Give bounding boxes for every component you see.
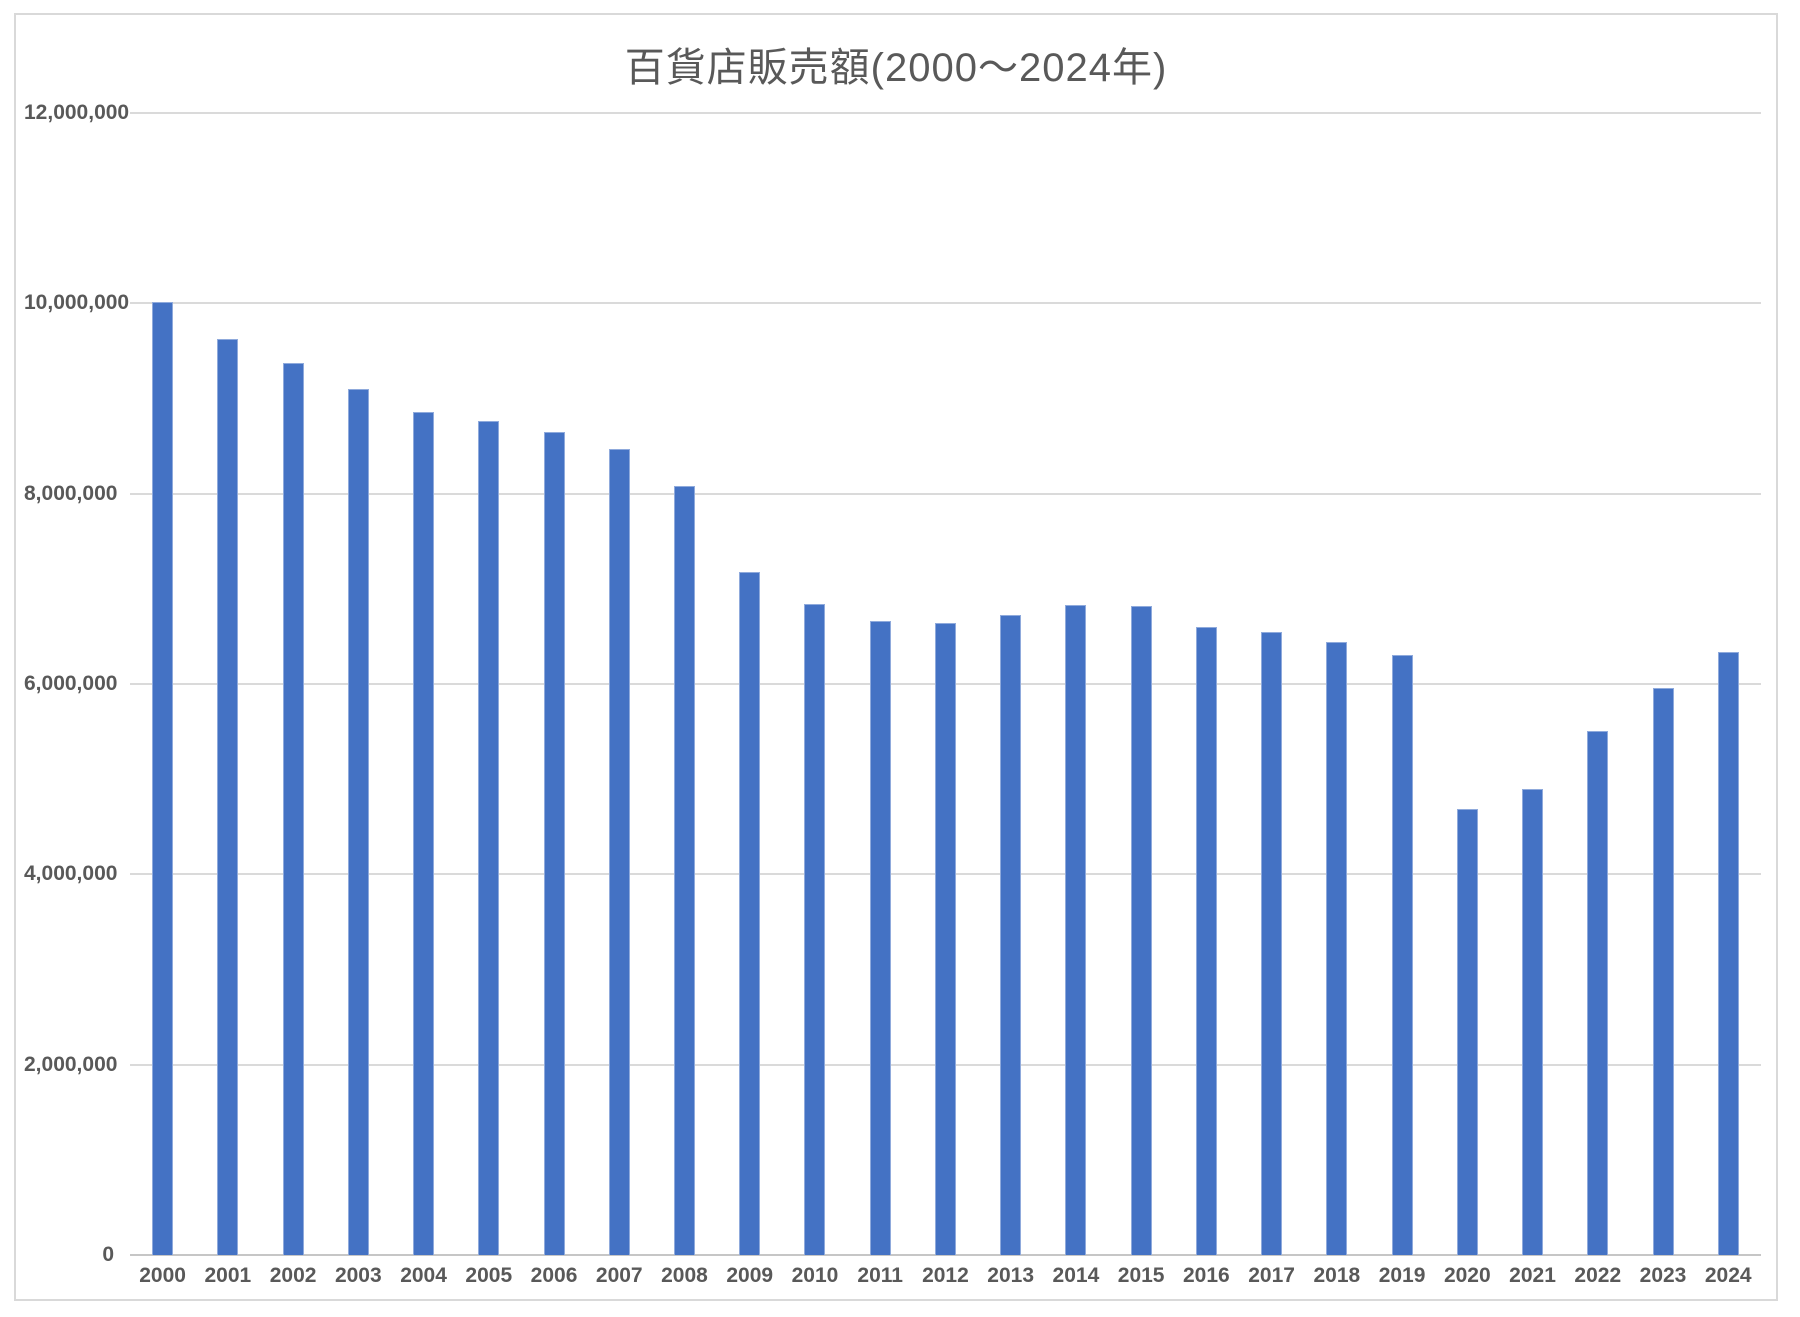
y-tick-label: 8,000,000 — [24, 481, 118, 505]
x-tick-label: 2012 — [922, 1264, 969, 1287]
bar-slot — [1239, 113, 1304, 1255]
bar-2015 — [1130, 605, 1152, 1255]
bar-2019 — [1391, 655, 1413, 1255]
bar-2003 — [347, 388, 369, 1255]
bar-slot — [1369, 113, 1434, 1255]
bar-slot — [913, 113, 978, 1255]
x-tick-label: 2002 — [269, 1264, 317, 1287]
x-tick-label: 2004 — [400, 1264, 447, 1287]
x-tick-label: 2000 — [139, 1264, 186, 1287]
bar-slot — [652, 113, 717, 1255]
bar-2004 — [413, 411, 435, 1255]
x-tick-label: 2001 — [204, 1264, 252, 1287]
bar-2016 — [1195, 626, 1217, 1255]
x-tick-label: 2017 — [1248, 1264, 1295, 1287]
bar-2011 — [869, 621, 891, 1255]
bar-2020 — [1456, 808, 1478, 1255]
x-tick-label: 2008 — [661, 1264, 708, 1287]
x-tick-label: 2007 — [595, 1264, 643, 1287]
bar-slot — [521, 113, 586, 1255]
bar-slot — [456, 113, 521, 1255]
bar-2002 — [282, 363, 304, 1255]
bar-2014 — [1065, 605, 1087, 1255]
bar-2010 — [804, 604, 826, 1255]
x-tick-label: 2005 — [465, 1264, 513, 1287]
x-tick-label: 2024 — [1704, 1264, 1752, 1287]
bar-slot — [1696, 113, 1761, 1255]
bar-2023 — [1652, 687, 1674, 1255]
y-tick-label: 12,000,000 — [24, 101, 130, 124]
bar-2013 — [1000, 615, 1022, 1255]
bar-2001 — [217, 338, 239, 1255]
bar-slot — [326, 113, 391, 1255]
bar-slot — [1109, 113, 1174, 1255]
bar-slot — [391, 113, 456, 1255]
x-tick-label: 2016 — [1183, 1264, 1230, 1287]
x-tick-label: 2020 — [1443, 1264, 1491, 1287]
bar-slot — [1435, 113, 1500, 1255]
bar-slot — [260, 113, 325, 1255]
plot-wrap: 2000 2001 2002 2003 2004 2005 2006 2007 2008 2009… — [130, 112, 1761, 1288]
bar-slot — [1630, 113, 1695, 1255]
x-tick-label: 2019 — [1378, 1264, 1426, 1287]
chart-frame: 百貨店販売額(2000〜2024年) 0 2,000,000 4,000,000 6,… — [14, 13, 1778, 1301]
gridline — [130, 112, 1761, 114]
x-tick-label: 2014 — [1052, 1264, 1100, 1287]
y-tick-label: 2,000,000 — [24, 1052, 118, 1076]
chart-title: 百貨店販売額(2000〜2024年) — [624, 46, 1168, 90]
x-axis-labels: 2000 2001 2002 2003 2004 2005 2006 2007 2008 2009… — [130, 1264, 1761, 1288]
x-tick-label: 2018 — [1313, 1264, 1361, 1287]
y-tick-label: 6,000,000 — [24, 672, 118, 695]
x-tick-label: 2011 — [857, 1264, 903, 1287]
x-tick-label: 2006 — [530, 1264, 578, 1287]
x-tick-label: 2022 — [1574, 1264, 1622, 1287]
x-tick-label: 2015 — [1117, 1264, 1165, 1287]
y-tick-label: 0 — [102, 1243, 114, 1266]
bar-slot — [130, 113, 195, 1255]
x-tick-label: 2003 — [334, 1264, 382, 1287]
x-tick-label: 2009 — [726, 1264, 774, 1287]
bar-slot — [1174, 113, 1239, 1255]
x-tick-label: 2023 — [1639, 1264, 1687, 1287]
gridline — [130, 492, 1761, 495]
bar-2009 — [739, 571, 761, 1255]
bar-slot — [1043, 113, 1108, 1255]
bar-2000 — [152, 302, 174, 1255]
bar-2024 — [1717, 651, 1739, 1255]
bar-2012 — [934, 623, 956, 1255]
bar-slot — [717, 113, 782, 1255]
bar-slot — [978, 113, 1043, 1255]
bar-2021 — [1522, 788, 1544, 1255]
x-tick-label: 2021 — [1509, 1264, 1556, 1287]
bar-slot — [587, 113, 652, 1255]
y-axis-labels: 0 2,000,000 4,000,000 6,000,000 8,000,000 10,… — [24, 101, 130, 1266]
plot-area — [130, 112, 1761, 1256]
bar-2022 — [1587, 730, 1609, 1255]
bar-slot — [195, 113, 260, 1255]
bar-2018 — [1326, 642, 1348, 1255]
bar-slot — [1304, 113, 1369, 1255]
bar-slot — [848, 113, 913, 1255]
x-tick-label: 2013 — [987, 1264, 1035, 1287]
bar-slot — [782, 113, 847, 1255]
x-axis-line — [130, 1254, 1761, 1256]
bar-2005 — [478, 421, 500, 1255]
y-tick-label: 4,000,000 — [24, 862, 118, 886]
bar-slot — [1565, 113, 1630, 1255]
bars-row — [130, 113, 1761, 1255]
gridline — [130, 302, 1761, 305]
bar-slot — [1500, 113, 1565, 1255]
bar-2007 — [608, 448, 630, 1255]
bar-2006 — [543, 431, 565, 1255]
bar-2017 — [1261, 631, 1283, 1255]
y-tick-label: 10,000,000 — [24, 291, 130, 315]
x-tick-label: 2010 — [791, 1264, 839, 1287]
bar-2008 — [673, 486, 695, 1255]
